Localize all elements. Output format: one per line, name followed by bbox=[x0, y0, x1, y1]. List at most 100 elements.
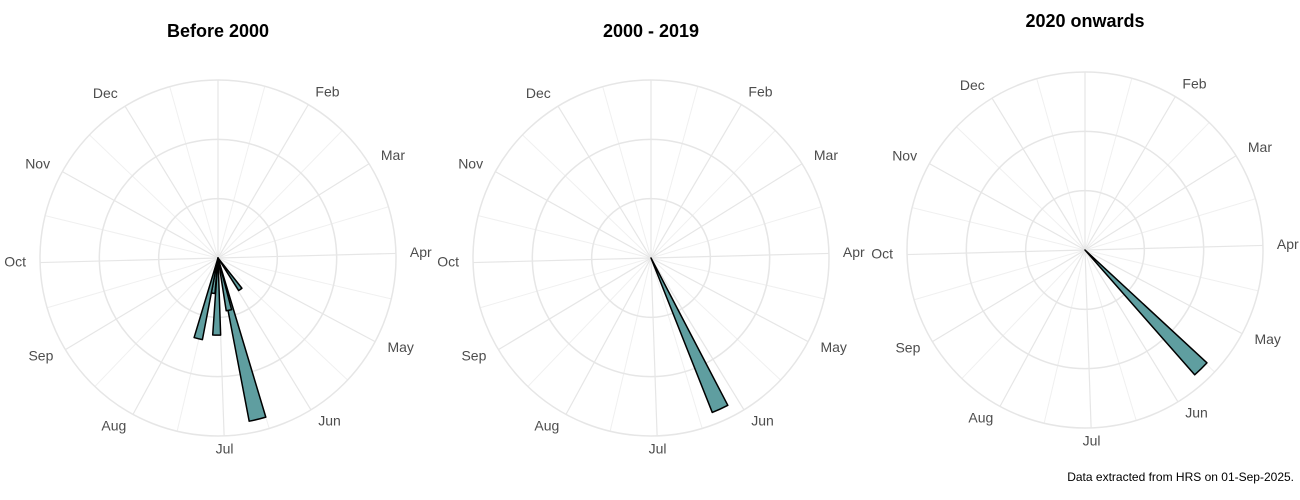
x-tick-label: Nov bbox=[892, 148, 917, 164]
grid-spoke bbox=[557, 105, 652, 259]
bar bbox=[193, 257, 219, 341]
minor-spoke bbox=[602, 86, 652, 259]
grid-ring bbox=[965, 130, 1205, 370]
panel-title: 2020 onwards bbox=[1025, 11, 1144, 31]
grid-spoke bbox=[999, 249, 1086, 407]
grid-ring bbox=[531, 138, 771, 378]
grid-spoke bbox=[495, 171, 652, 259]
x-tick-label: Jul bbox=[1083, 433, 1101, 449]
x-tick-label: Sep bbox=[461, 348, 486, 364]
grid-spoke bbox=[1084, 249, 1092, 428]
minor-spoke bbox=[522, 134, 652, 259]
minor-spoke bbox=[609, 257, 652, 432]
grid-spoke bbox=[907, 249, 1086, 256]
x-tick-label: Feb bbox=[1182, 75, 1206, 91]
minor-spoke bbox=[1043, 249, 1086, 424]
x-tick-label: Oct bbox=[871, 246, 893, 262]
minor-spoke bbox=[1036, 78, 1086, 251]
minor-spoke bbox=[217, 206, 389, 259]
x-tick-label: Aug bbox=[534, 417, 559, 433]
minor-spoke bbox=[217, 257, 348, 381]
x-tick-label: Jun bbox=[318, 412, 341, 428]
bar bbox=[211, 257, 222, 336]
x-tick-label: May bbox=[387, 339, 413, 355]
grid-spoke bbox=[217, 257, 376, 343]
minor-spoke bbox=[1084, 249, 1259, 292]
x-tick-label: Mar bbox=[381, 147, 405, 163]
grid-spoke bbox=[650, 257, 658, 436]
x-tick-label: Sep bbox=[895, 340, 920, 356]
x-tick-label: Jul bbox=[216, 441, 234, 457]
x-tick-label: Apr bbox=[410, 244, 432, 260]
minor-spoke bbox=[44, 215, 219, 259]
x-tick-label: Oct bbox=[437, 254, 459, 270]
x-tick-label: Mar bbox=[814, 147, 838, 163]
grid-spoke bbox=[62, 171, 219, 259]
minor-spoke bbox=[650, 257, 703, 429]
x-tick-label: Dec bbox=[960, 77, 985, 93]
grid-spoke bbox=[1084, 96, 1176, 251]
x-tick-label: Jun bbox=[751, 412, 774, 428]
x-tick-label: Apr bbox=[1277, 236, 1299, 252]
grid-spoke bbox=[40, 257, 219, 264]
grid-spoke bbox=[217, 104, 309, 259]
minor-spoke bbox=[650, 257, 781, 381]
grid-spoke bbox=[498, 257, 652, 351]
minor-spoke bbox=[89, 134, 219, 259]
minor-spoke bbox=[1084, 122, 1210, 251]
grid-spoke bbox=[932, 249, 1086, 343]
caption: Data extracted from HRS on 01-Sep-2025. bbox=[1067, 470, 1294, 484]
x-tick-label: Dec bbox=[93, 85, 118, 101]
grid-ring bbox=[590, 197, 712, 319]
x-tick-label: Sep bbox=[28, 348, 53, 364]
grid-ring bbox=[39, 79, 397, 437]
grid-spoke bbox=[1084, 249, 1243, 335]
grid-spoke bbox=[132, 257, 219, 415]
grid-ring bbox=[906, 71, 1264, 429]
x-tick-label: Apr bbox=[843, 244, 865, 260]
grid-spoke bbox=[650, 257, 809, 343]
bar bbox=[650, 257, 729, 414]
minor-spoke bbox=[1084, 198, 1256, 251]
grid-spoke bbox=[1084, 249, 1179, 403]
grid-spoke bbox=[650, 104, 742, 259]
grid-ring bbox=[1024, 189, 1146, 311]
minor-spoke bbox=[479, 257, 652, 309]
x-tick-label: May bbox=[820, 339, 846, 355]
minor-spoke bbox=[650, 86, 699, 259]
x-tick-label: Nov bbox=[458, 156, 483, 172]
x-tick-label: May bbox=[1254, 331, 1280, 347]
x-tick-label: Mar bbox=[1248, 139, 1272, 155]
grid-ring bbox=[472, 79, 830, 437]
minor-spoke bbox=[913, 249, 1086, 301]
minor-spoke bbox=[1084, 78, 1133, 251]
panel-title: Before 2000 bbox=[167, 21, 269, 41]
grid-spoke bbox=[991, 97, 1086, 251]
bar bbox=[1084, 249, 1208, 376]
minor-spoke bbox=[217, 86, 266, 259]
minor-spoke bbox=[650, 206, 822, 259]
minor-spoke bbox=[169, 86, 219, 259]
grid-spoke bbox=[929, 163, 1086, 251]
bar bbox=[217, 257, 243, 292]
x-tick-label: Feb bbox=[748, 83, 772, 99]
bar bbox=[217, 257, 233, 312]
grid-ring bbox=[98, 138, 338, 378]
minor-spoke bbox=[217, 257, 392, 300]
minor-spoke bbox=[477, 215, 652, 259]
grid-spoke bbox=[473, 257, 652, 264]
x-tick-label: Jun bbox=[1185, 404, 1208, 420]
minor-spoke bbox=[46, 257, 219, 309]
grid-spoke bbox=[1084, 244, 1263, 251]
x-tick-label: Feb bbox=[315, 83, 339, 99]
minor-spoke bbox=[961, 249, 1086, 379]
minor-spoke bbox=[1084, 249, 1137, 421]
minor-spoke bbox=[956, 126, 1086, 251]
grid-spoke bbox=[650, 252, 829, 259]
x-tick-label: Aug bbox=[968, 409, 993, 425]
bar bbox=[217, 257, 267, 422]
grid-spoke bbox=[565, 257, 652, 415]
panel-title: 2000 - 2019 bbox=[603, 21, 699, 41]
grid-spoke bbox=[65, 257, 219, 351]
